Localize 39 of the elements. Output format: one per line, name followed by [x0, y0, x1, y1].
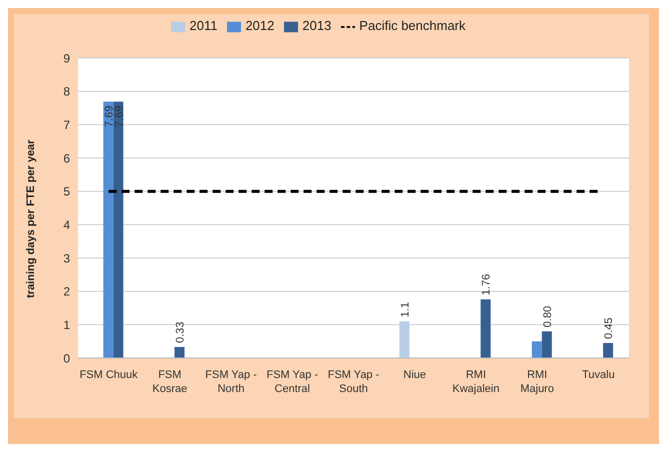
- bar: [603, 343, 614, 358]
- data-label: 0.80: [542, 306, 554, 328]
- x-tick-label: FSM Yap - North: [205, 369, 258, 395]
- data-label: 0.45: [603, 318, 616, 339]
- x-tick-label: FSM Yap - South: [328, 369, 380, 395]
- x-tick-label: RMI Kwajalein: [452, 369, 500, 395]
- y-tick-label: 1: [63, 318, 70, 332]
- legend-label: 2013: [302, 18, 332, 33]
- legend-label: 2011: [189, 18, 218, 33]
- bar: [113, 102, 124, 358]
- y-tick-label: 0: [63, 351, 70, 366]
- y-tick-label: 6: [63, 151, 70, 166]
- bar: [103, 102, 114, 358]
- x-tick-label: Niue: [403, 369, 426, 381]
- y-tick-label: 4: [63, 218, 70, 232]
- y-tick-label: 8: [63, 84, 70, 99]
- bar: [399, 321, 410, 358]
- bar: [480, 299, 491, 358]
- bar: [174, 347, 185, 358]
- x-tick-label: FSM Yap - Central: [266, 369, 318, 395]
- x-tick-label: RMI Majuro: [520, 369, 554, 395]
- y-tick-label: 7: [63, 118, 70, 132]
- bar: [542, 331, 552, 358]
- data-label: 7.69: [113, 106, 126, 128]
- y-tick-label: 9: [63, 51, 70, 66]
- legend-label: 2012: [245, 18, 274, 33]
- data-label: 0.33: [174, 322, 187, 343]
- y-tick-label: 3: [63, 251, 70, 266]
- data-label: 1.1: [399, 302, 412, 318]
- data-label: 7.69: [103, 106, 116, 128]
- x-tick-label: FSM Kosrae: [152, 369, 188, 395]
- y-tick-label: 5: [63, 184, 70, 199]
- data-label: 1.76: [480, 274, 493, 296]
- bar: [532, 341, 542, 358]
- legend-label: Pacific benchmark: [359, 18, 466, 33]
- y-axis-title: training days per FTE per year: [24, 138, 37, 298]
- y-tick-label: 2: [63, 284, 70, 299]
- x-tick-label: FSM Chuuk: [80, 369, 138, 381]
- x-tick-label: Tuvalu: [582, 369, 615, 381]
